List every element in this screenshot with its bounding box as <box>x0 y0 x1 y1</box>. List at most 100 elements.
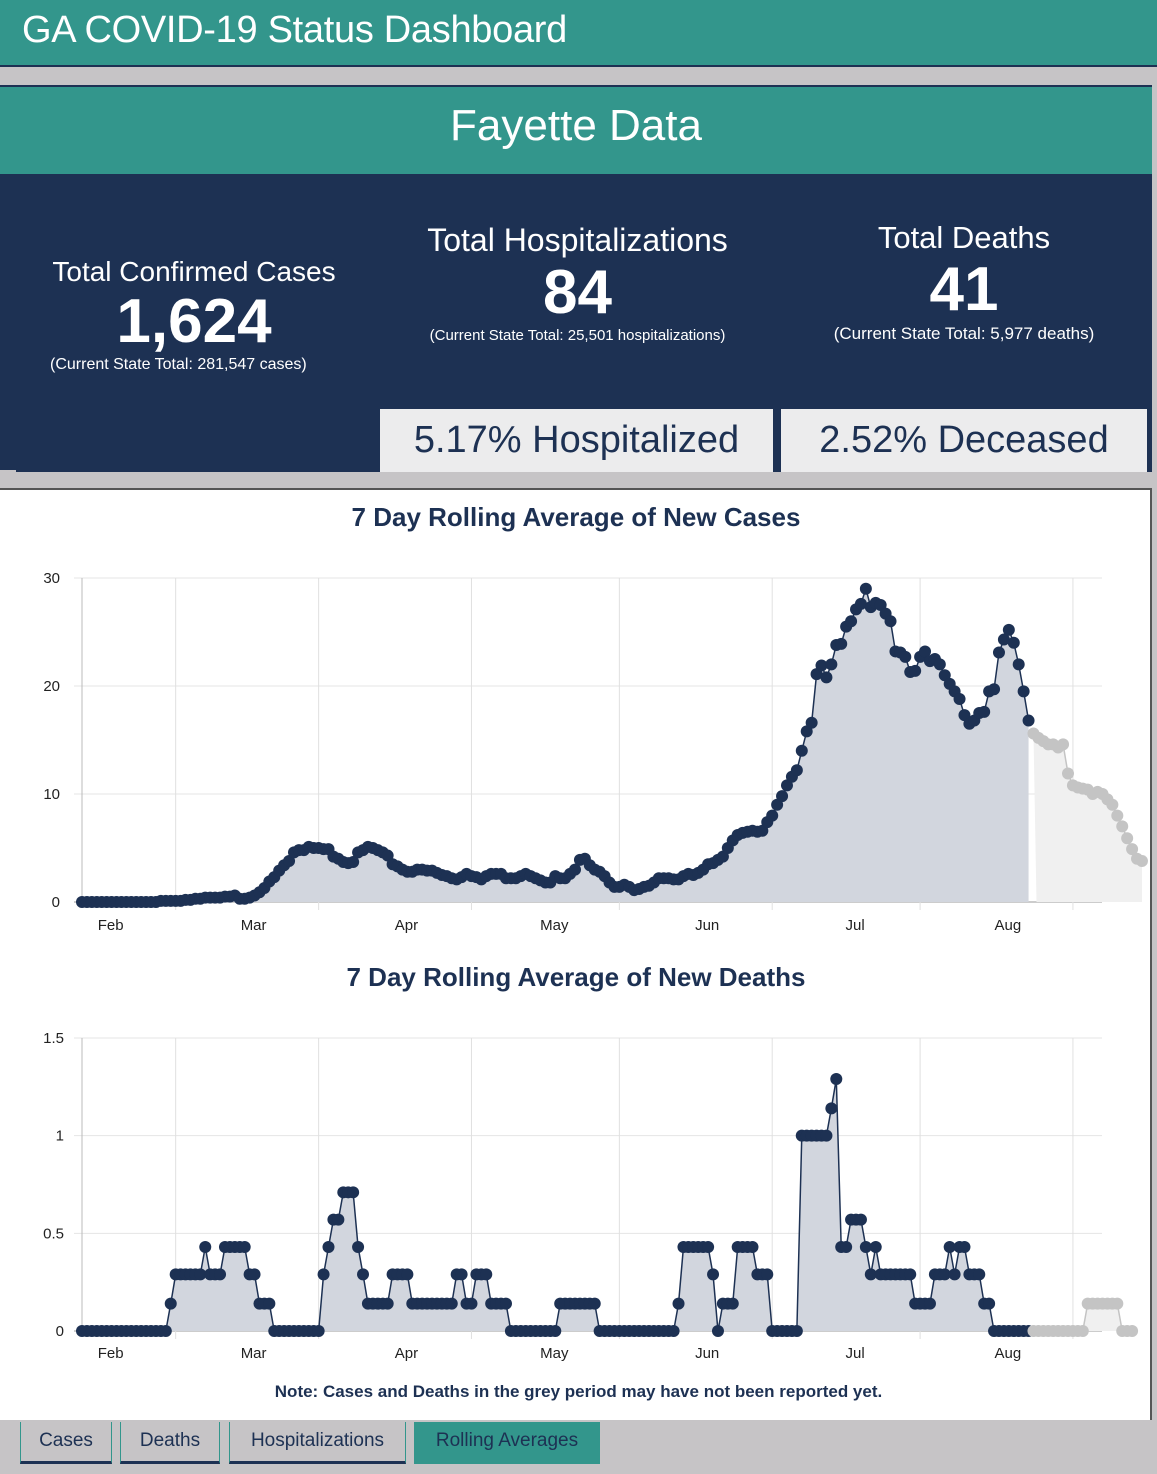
cases-data-point <box>978 705 991 718</box>
cases-data-point <box>347 856 360 869</box>
cases-x-tick-label: Mar <box>241 917 267 934</box>
deaths-x-tick-label: Aug <box>995 1345 1022 1362</box>
stat-state-total: (Current State Total: 281,547 cases) <box>50 356 307 374</box>
cases-data-point <box>1022 714 1035 727</box>
deaths-data-point <box>859 1241 872 1254</box>
cases-data-point <box>569 863 581 876</box>
cases-data-point <box>992 646 1005 659</box>
deaths-grey-area-fill <box>1033 1303 1133 1331</box>
tab-cases[interactable]: Cases <box>20 1422 112 1464</box>
deaths-x-tick-label: Apr <box>395 1345 418 1362</box>
stat-total-deaths: Total Deaths 41 (Current State Total: 5,… <box>800 220 1128 344</box>
deaths-data-point <box>445 1297 458 1310</box>
deaths-data-point <box>726 1297 739 1310</box>
cases-data-point <box>1126 843 1139 856</box>
deaths-y-tick-label: 0.5 <box>43 1225 64 1242</box>
stat-value: 1,624 <box>116 287 272 356</box>
deaths-data-point <box>499 1297 512 1310</box>
cases-chart: 0 10 20 30 Feb Mar Apr May Jun Jul Aug <box>43 570 1148 934</box>
county-banner: Fayette Data <box>0 85 1152 174</box>
cases-x-tick-label: Feb <box>98 917 124 934</box>
deaths-data-point <box>455 1268 468 1281</box>
tab-hospitalizations[interactable]: Hospitalizations <box>229 1422 406 1464</box>
app-title: GA COVID-19 Status Dashboard <box>22 9 567 51</box>
cases-data-point <box>1012 658 1025 671</box>
cases-x-tick-label: Aug <box>995 917 1022 934</box>
deaths-data-point <box>1126 1325 1139 1337</box>
deaths-data-point <box>746 1241 759 1254</box>
cases-y-tick-label: 10 <box>43 786 60 803</box>
deaths-data-point <box>711 1325 724 1337</box>
deaths-data-point <box>347 1186 360 1199</box>
cases-data-point <box>997 633 1010 646</box>
stat-label: Total Deaths <box>877 220 1051 255</box>
deaths-y-tick-label: 0 <box>56 1323 64 1340</box>
cases-x-tick-label: Jun <box>695 917 719 934</box>
cases-data-point <box>1135 854 1148 867</box>
pct-hospitalized-box: 5.17% Hospitalized <box>380 409 773 472</box>
cases-data-point <box>790 764 803 777</box>
app-header: GA COVID-19 Status Dashboard <box>0 0 1157 67</box>
cases-data-point <box>859 582 872 595</box>
cases-x-tick-label: Jul <box>845 917 864 934</box>
deaths-data-point <box>549 1325 562 1337</box>
deaths-data-point <box>317 1268 330 1281</box>
cases-x-tick-label: May <box>540 917 569 934</box>
cases-data-point <box>953 692 966 705</box>
cases-data-point <box>1002 623 1015 636</box>
deaths-data-point <box>312 1325 325 1337</box>
cases-data-point <box>899 650 912 663</box>
grey-period-note: Note: Cases and Deaths in the grey perio… <box>274 1382 883 1401</box>
tab-bar: Cases Deaths Hospitalizations Rolling Av… <box>0 1420 1157 1474</box>
deaths-data-point <box>820 1129 833 1142</box>
stat-label: Total Hospitalizations <box>427 222 728 258</box>
cases-y-tick-label: 30 <box>43 570 60 587</box>
deaths-x-tick-label: Jul <box>845 1345 864 1362</box>
deaths-data-point <box>263 1297 276 1310</box>
deaths-data-point <box>943 1241 956 1254</box>
cases-data-point <box>919 645 932 658</box>
deaths-data-point <box>973 1268 986 1281</box>
deaths-data-point <box>983 1297 996 1310</box>
cases-data-point <box>815 659 828 672</box>
cases-data-point <box>795 744 808 757</box>
cases-data-point <box>1007 636 1020 649</box>
deaths-x-tick-label: May <box>540 1345 569 1362</box>
tab-rolling-averages[interactable]: Rolling Averages <box>414 1422 600 1464</box>
deaths-data-point <box>707 1268 720 1281</box>
cases-grey-area-fill <box>1033 733 1142 902</box>
cases-data-point <box>1017 685 1030 698</box>
deaths-data-point <box>159 1325 172 1337</box>
cases-data-point <box>766 809 779 822</box>
cases-data-point <box>820 671 833 684</box>
cases-data-point <box>854 597 867 610</box>
deaths-data-point <box>938 1268 951 1281</box>
deaths-data-point <box>199 1241 212 1254</box>
deaths-data-point <box>357 1268 370 1281</box>
deaths-data-point <box>465 1297 478 1310</box>
deaths-data-point <box>667 1325 680 1337</box>
cases-data-point <box>845 615 858 628</box>
deaths-data-point <box>381 1297 394 1310</box>
stat-value: 41 <box>929 255 999 324</box>
stat-state-total: (Current State Total: 25,501 hospitaliza… <box>429 327 726 345</box>
tab-deaths[interactable]: Deaths <box>120 1422 220 1464</box>
cases-data-point <box>1116 820 1129 833</box>
deaths-data-point <box>958 1241 971 1254</box>
deaths-data-point <box>830 1073 843 1086</box>
deaths-data-point <box>702 1241 715 1254</box>
deaths-chart: 0 0.5 1 1.5 Feb Mar Apr May Jun Jul Aug <box>43 1030 1139 1362</box>
cases-data-point <box>1062 767 1074 780</box>
cases-data-point <box>1111 809 1124 822</box>
deaths-data-point <box>214 1268 227 1281</box>
cases-data-point <box>933 658 946 671</box>
deaths-data-point <box>238 1241 251 1254</box>
deaths-data-point <box>164 1297 177 1310</box>
cases-data-point <box>884 615 897 628</box>
deaths-data-point <box>904 1268 917 1281</box>
stat-value: 84 <box>543 258 612 327</box>
deaths-data-point <box>854 1213 867 1226</box>
deaths-data-point <box>672 1297 685 1310</box>
cases-data-point <box>776 790 789 803</box>
deaths-y-tick-label: 1.5 <box>43 1030 64 1047</box>
